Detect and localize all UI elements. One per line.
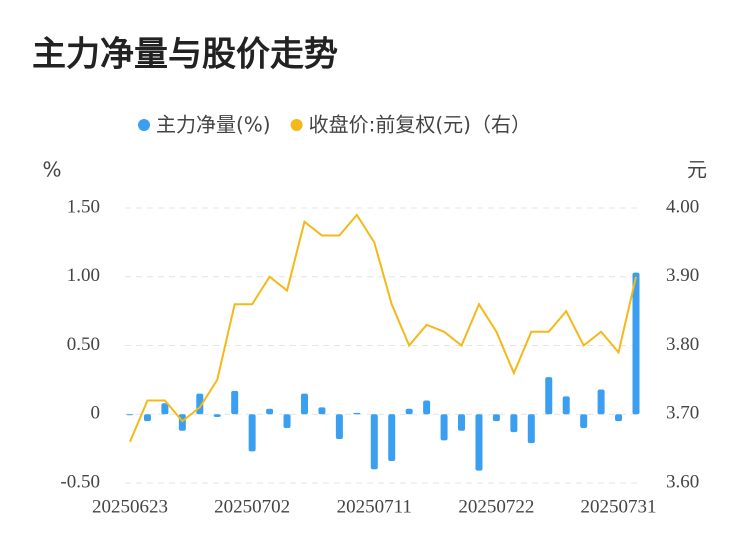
bar <box>335 414 343 439</box>
bar <box>318 407 326 415</box>
y-tick-label: -0.50 <box>60 471 100 492</box>
bar <box>143 414 151 422</box>
bar <box>440 414 448 441</box>
bar <box>562 396 570 415</box>
legend-marker <box>290 119 303 131</box>
y2-tick-label: 3.80 <box>666 334 699 355</box>
y-tick-label: 1.50 <box>67 196 100 217</box>
legend-label: 主力净量(%) <box>156 113 271 137</box>
bar <box>370 414 378 470</box>
y2-axis-label: 元 <box>687 158 707 182</box>
y-tick-label: 0 <box>91 403 101 424</box>
bar <box>475 414 483 471</box>
y-tick-label: 1.00 <box>67 265 100 286</box>
bar <box>405 408 413 415</box>
y2-tick-label: 4.00 <box>666 196 699 217</box>
x-tick-label: 20250731 <box>581 496 657 517</box>
bar <box>492 414 500 422</box>
bar <box>615 414 623 422</box>
price-line <box>129 213 637 443</box>
bar <box>300 393 308 415</box>
bar <box>388 414 396 461</box>
x-tick-label: 20250623 <box>92 496 168 517</box>
bar <box>126 414 134 416</box>
bar <box>266 408 274 415</box>
x-tick-label: 20250722 <box>458 496 534 517</box>
bar <box>248 414 256 452</box>
y2-tick-label: 3.70 <box>666 403 699 424</box>
legend-label: 收盘价:前复权(元)（右） <box>309 113 531 137</box>
bar <box>545 377 553 415</box>
bar <box>161 403 169 415</box>
bar <box>231 390 239 415</box>
bar <box>510 414 518 433</box>
bar <box>458 414 466 431</box>
bar <box>527 414 535 444</box>
bar <box>580 414 588 428</box>
x-tick-label: 20250711 <box>337 496 412 517</box>
bar <box>353 412 361 415</box>
bar <box>423 400 431 415</box>
bar <box>597 389 605 415</box>
y-axis-label: % <box>42 158 61 182</box>
legend-marker <box>138 119 150 131</box>
bar <box>632 272 640 415</box>
y2-tick-label: 3.90 <box>666 265 699 286</box>
x-tick-label: 20250702 <box>214 496 290 517</box>
y-tick-label: 0.50 <box>67 334 100 355</box>
bar <box>283 414 291 428</box>
chart-title: 主力净量与股价走势 <box>32 35 338 75</box>
y2-tick-label: 3.60 <box>666 471 699 492</box>
bar <box>213 414 221 417</box>
